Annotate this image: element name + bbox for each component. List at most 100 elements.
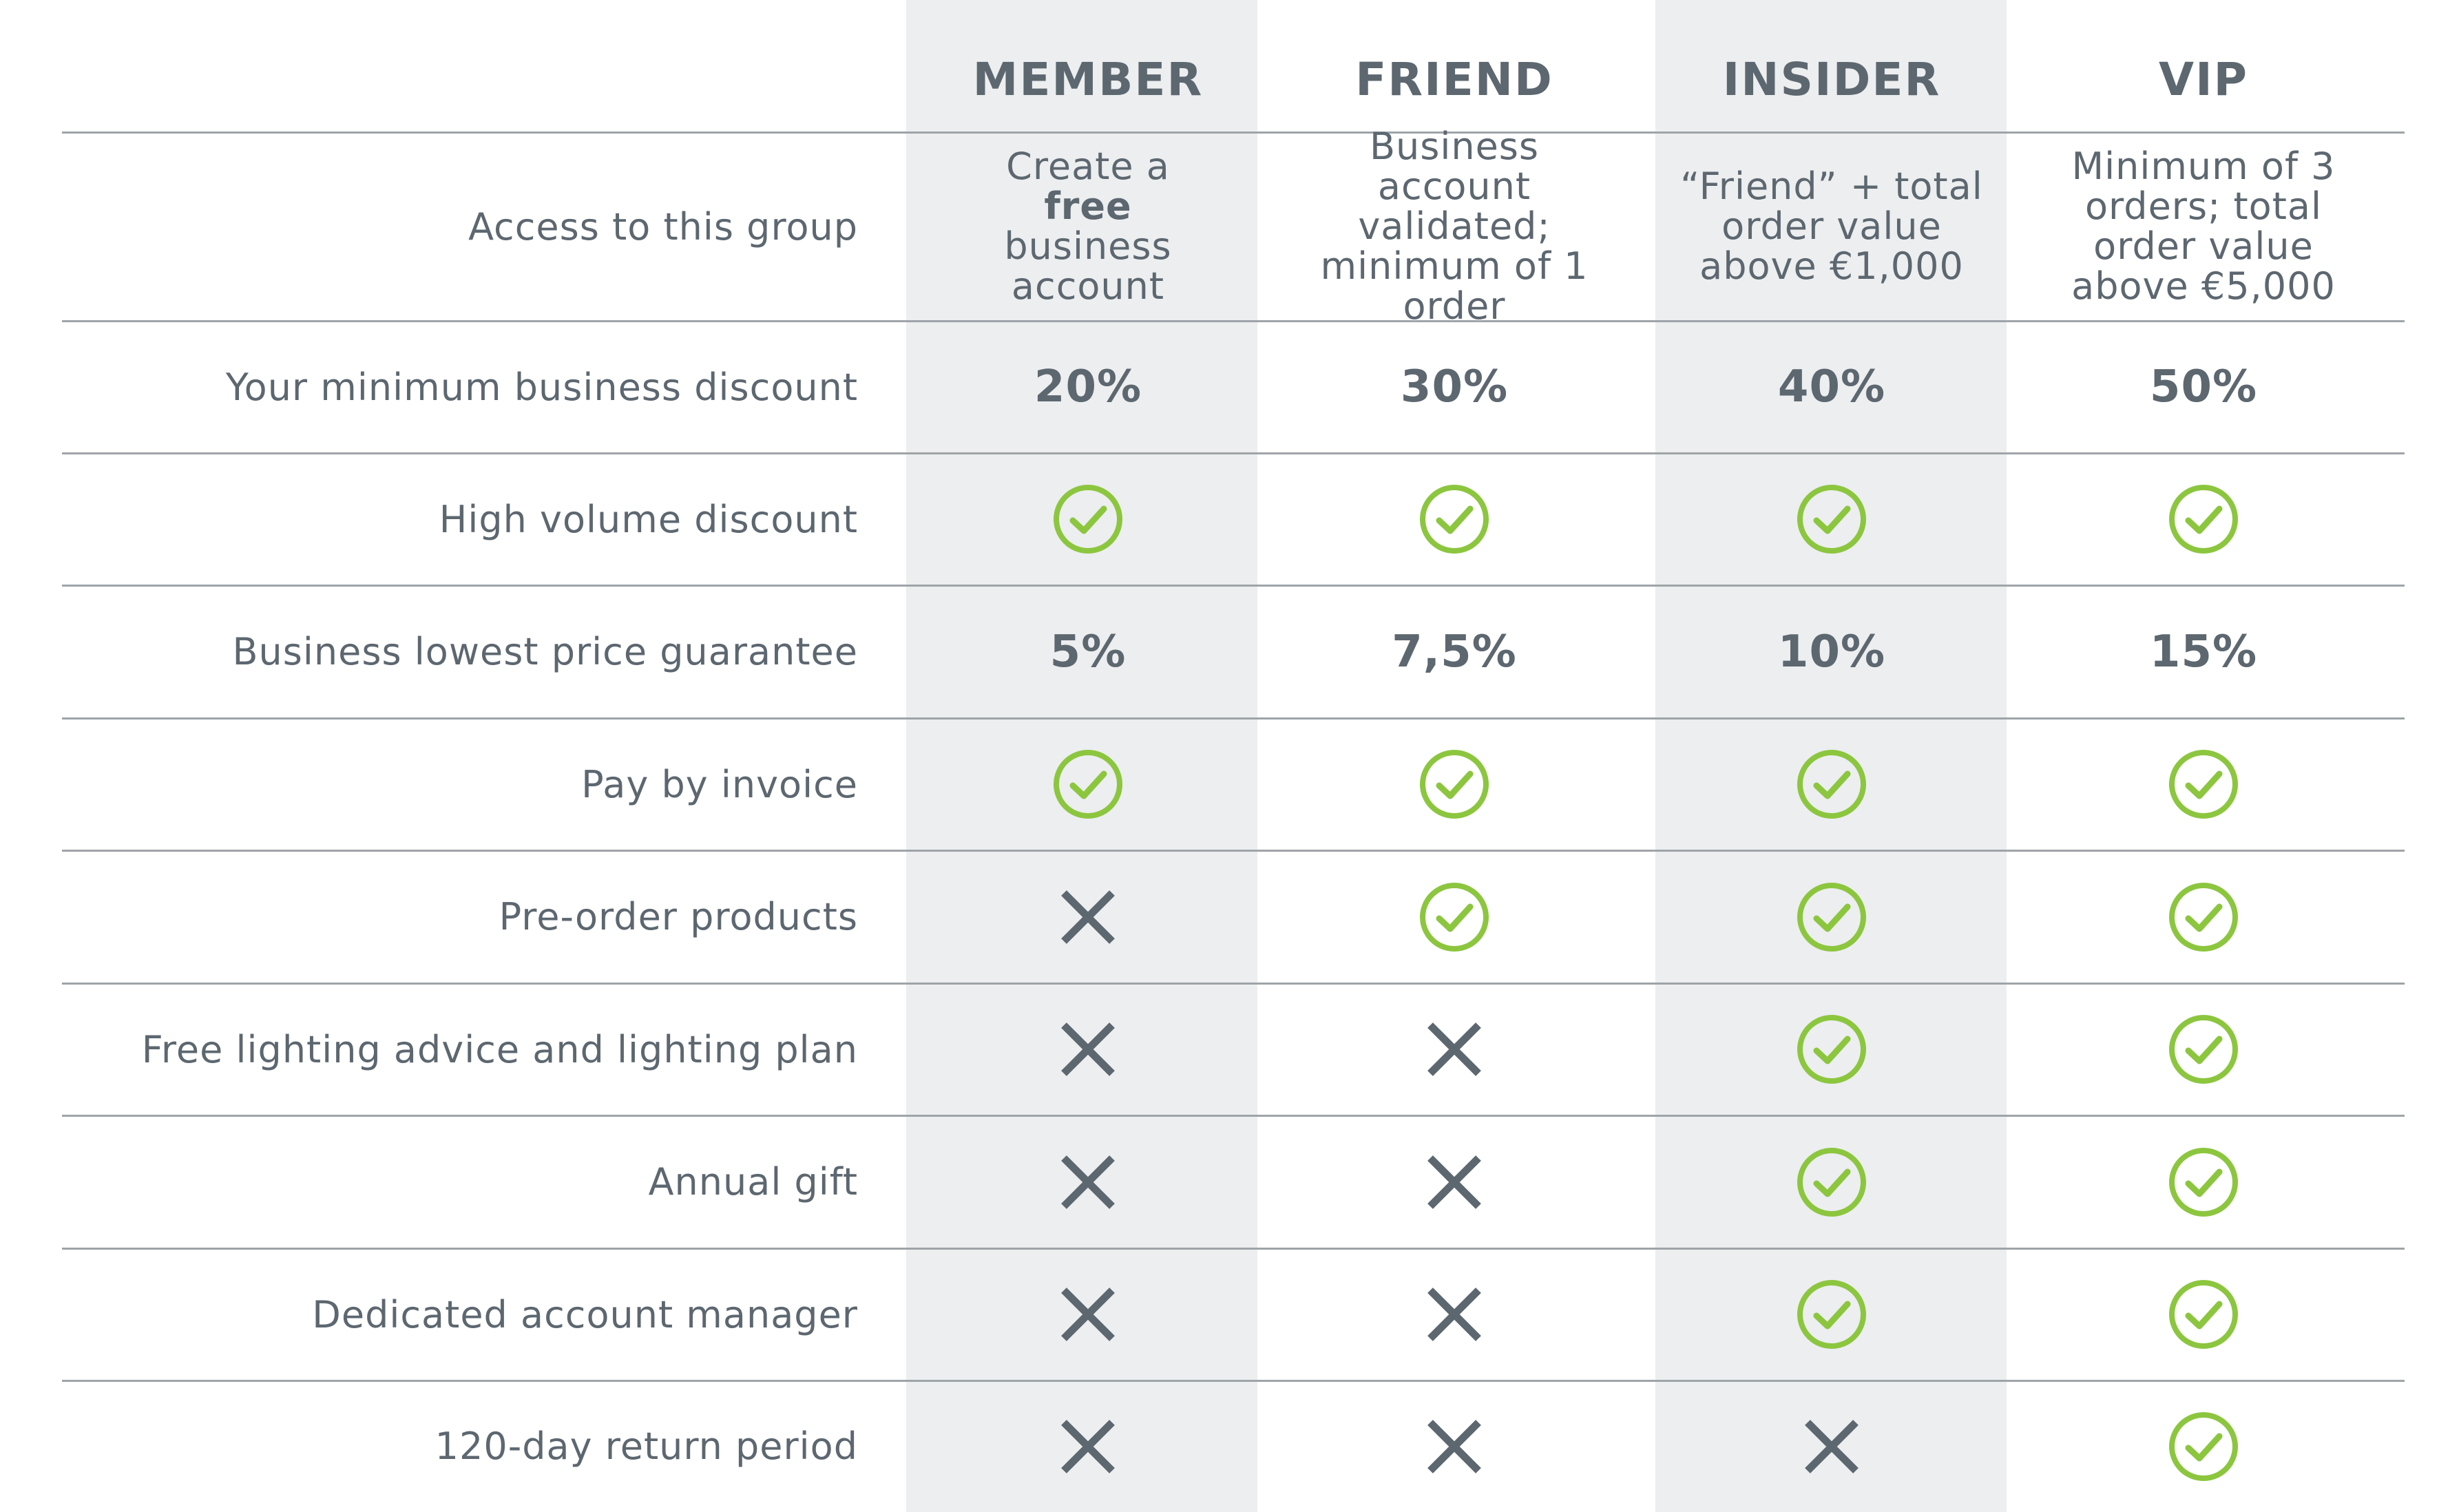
table-cell	[1660, 718, 2004, 850]
check-icon	[1794, 879, 1870, 955]
cross-icon	[1794, 1409, 1870, 1484]
benefit-value: 20%	[1034, 361, 1142, 412]
table-cell: 20%	[916, 321, 1260, 453]
column-header-insider: INSIDER	[1722, 52, 1941, 106]
table-cell: 15%	[2031, 585, 2376, 718]
row-label: Annual gift	[648, 1160, 858, 1204]
cross-icon	[1050, 1409, 1126, 1484]
table-cell	[1282, 850, 1626, 983]
check-icon	[2166, 1409, 2241, 1484]
table-cell: 7,5%	[1282, 585, 1626, 718]
access-text-bold: free	[1044, 185, 1132, 228]
check-icon	[2166, 1011, 2241, 1087]
table-cell	[916, 718, 1260, 850]
access-requirement: “Friend” + total order value above €1,00…	[1680, 165, 1983, 288]
cross-icon	[1050, 1011, 1126, 1087]
cross-icon	[1416, 1277, 1492, 1352]
table-cell	[1660, 1248, 2004, 1380]
access-cell-insider: “Friend” + total order value above €1,00…	[1660, 132, 2004, 321]
table-cell	[1660, 453, 2004, 585]
table-cell	[916, 453, 1260, 585]
access-cell-vip: Minimum of 3 orders; total order value a…	[2031, 132, 2376, 321]
row-divider	[62, 452, 2405, 454]
table-cell	[916, 850, 1260, 983]
table-cell: 40%	[1660, 321, 2004, 453]
row-divider	[62, 320, 2405, 322]
check-icon	[2166, 879, 2241, 955]
benefit-value: 5%	[1049, 626, 1127, 678]
row-divider	[62, 1115, 2405, 1117]
access-cell-member: Create a free business account	[916, 132, 1260, 321]
check-icon	[2166, 1144, 2241, 1220]
table-cell	[1660, 1380, 2004, 1512]
table-cell	[2031, 718, 2376, 850]
cross-icon	[1416, 1409, 1492, 1484]
row-divider	[62, 717, 2405, 720]
check-icon	[1794, 1011, 1870, 1087]
table-cell	[1660, 983, 2004, 1115]
access-requirement: Create a free business account	[957, 147, 1219, 306]
table-cell	[2031, 983, 2376, 1115]
access-cell-friend: Business account validated; minimum of 1…	[1282, 127, 1626, 326]
row-label: High volume discount	[439, 497, 858, 541]
check-icon	[1416, 481, 1492, 557]
table-cell	[2031, 1248, 2376, 1380]
check-icon	[1794, 746, 1870, 822]
row-label-access: Access to this group	[468, 204, 858, 249]
access-text-before: Create a	[1006, 145, 1170, 188]
check-icon	[1794, 1277, 1870, 1352]
member-column-shade	[906, 0, 1257, 1512]
cross-icon	[1050, 1144, 1126, 1220]
access-requirement: Business account validated; minimum of 1…	[1320, 125, 1589, 328]
table-cell	[916, 983, 1260, 1115]
column-header-friend: FRIEND	[1355, 52, 1553, 106]
table-cell: 50%	[2031, 321, 2376, 453]
table-cell	[1282, 1380, 1626, 1512]
row-divider	[62, 1248, 2405, 1250]
column-header-vip: VIP	[2158, 52, 2248, 106]
check-icon	[1050, 746, 1126, 822]
check-icon	[2166, 1277, 2241, 1352]
table-cell	[916, 1115, 1260, 1248]
table-cell	[1282, 983, 1626, 1115]
table-cell	[1660, 1115, 2004, 1248]
table-cell	[1282, 718, 1626, 850]
benefit-value: 10%	[1777, 626, 1886, 678]
benefit-value: 15%	[2149, 626, 2258, 678]
row-divider	[62, 585, 2405, 587]
row-label: Business lowest price guarantee	[232, 630, 858, 673]
table-cell	[916, 1380, 1260, 1512]
table-cell	[916, 1248, 1260, 1380]
table-cell: 30%	[1282, 321, 1626, 453]
table-cell	[2031, 850, 2376, 983]
access-requirement: Minimum of 3 orders; total order value a…	[2071, 145, 2336, 308]
table-cell	[2031, 1115, 2376, 1248]
check-icon	[2166, 481, 2241, 557]
row-label: 120-day return period	[435, 1425, 858, 1468]
check-icon	[1050, 481, 1126, 557]
benefit-value: 7,5%	[1392, 626, 1517, 678]
check-icon	[1416, 746, 1492, 822]
cross-icon	[1050, 1277, 1126, 1352]
row-label: Free lighting advice and lighting plan	[141, 1027, 858, 1071]
table-cell: 10%	[1660, 585, 2004, 718]
row-label: Your minimum business discount	[225, 365, 858, 409]
row-divider	[62, 132, 2405, 134]
cross-icon	[1416, 1144, 1492, 1220]
row-label: Pay by invoice	[581, 762, 858, 806]
row-divider	[62, 850, 2405, 852]
row-label: Pre-order products	[499, 895, 858, 938]
benefit-value: 40%	[1777, 361, 1886, 412]
benefit-value: 50%	[2149, 361, 2258, 412]
check-icon	[1416, 879, 1492, 955]
table-cell	[1660, 850, 2004, 983]
table-cell	[2031, 453, 2376, 585]
cross-icon	[1050, 879, 1126, 955]
check-icon	[1794, 481, 1870, 557]
check-icon	[2166, 746, 2241, 822]
table-cell	[1282, 453, 1626, 585]
cross-icon	[1416, 1011, 1492, 1087]
benefit-value: 30%	[1400, 361, 1509, 412]
table-cell: 5%	[916, 585, 1260, 718]
